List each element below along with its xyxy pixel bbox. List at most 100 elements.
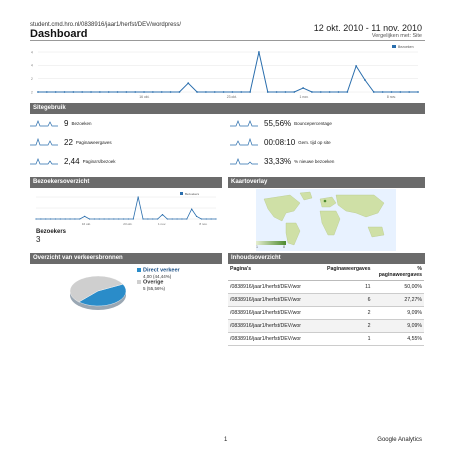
- cell-views: 2: [325, 319, 373, 333]
- series-point: [49, 218, 52, 220]
- main-legend-swatch: [392, 45, 396, 48]
- table-row: /0838916/jaar1/herfst/DEV/wor 2 9,09%: [228, 306, 424, 320]
- series-point: [399, 91, 402, 93]
- series-point: [160, 91, 163, 93]
- series-point: [311, 91, 313, 93]
- cell-page[interactable]: /0838916/jaar1/herfst/DEV/wor: [228, 293, 326, 307]
- metric-value: 9: [64, 118, 69, 128]
- sparkline-icon: [30, 137, 58, 146]
- series-point: [293, 91, 296, 93]
- page-number: 1: [224, 437, 228, 443]
- series-point: [337, 91, 340, 93]
- cell-page[interactable]: /0838916/jaar1/herfst/DEV/wor: [228, 306, 326, 320]
- sparkline-icon: [230, 158, 258, 165]
- metric-pageviews: 22 Paginaweergaves: [30, 135, 220, 149]
- cell-pct: 9,09%: [372, 319, 424, 333]
- series-point: [364, 79, 366, 81]
- site-url: student.cmd.hro.nl/0838916/jaar1/herfst/…: [30, 22, 182, 28]
- series-point: [35, 218, 37, 220]
- metric-value: 2,44: [64, 156, 80, 166]
- x-tick-label: 8 nov.: [199, 222, 207, 226]
- y-tick-label: 4: [31, 64, 33, 68]
- metric-label: Paginaweergaves: [75, 139, 112, 145]
- series-point: [178, 91, 181, 93]
- legend-name: Direct verkeer: [143, 267, 180, 274]
- series-point: [169, 91, 172, 93]
- cell-views: 11: [325, 280, 373, 294]
- cell-views: 6: [325, 293, 373, 307]
- series-point: [275, 91, 278, 93]
- series-point: [249, 91, 251, 93]
- legend-name: Overige: [143, 279, 164, 286]
- date-range: 12 okt. 2010 - 11 nov. 2010: [313, 23, 422, 33]
- metric-value: 55,56%: [264, 118, 292, 128]
- series-point: [157, 218, 159, 220]
- series-point: [143, 91, 145, 93]
- table-row: /0838916/jaar1/herfst/DEV/wor 2 9,09%: [228, 319, 424, 333]
- sparkline-icon: [30, 158, 58, 165]
- series-point: [74, 218, 76, 220]
- series-point: [346, 91, 349, 93]
- table-header-row: Pagina's Paginaweergaves % paginaweergav…: [228, 264, 424, 281]
- main-visits-chart: Bezoeken 4 4 2 2 16 okt. 23 okt. 1 nov. 8 nov.: [30, 42, 425, 102]
- footer-brand: Google Analytics: [377, 437, 422, 443]
- column-header-pct: % paginaweergaves: [372, 264, 424, 281]
- metric-bounce-rate: 55,56% Bouncepercentage: [230, 116, 425, 130]
- legend-detail: 5 (55,56%): [143, 285, 166, 291]
- series-point: [171, 218, 173, 220]
- series-point: [81, 91, 84, 93]
- y-tick-label: 4: [31, 50, 33, 54]
- visitors-total-label: Bezoekers: [36, 229, 67, 235]
- series-point: [69, 218, 71, 220]
- series-point: [90, 91, 92, 93]
- series-point: [72, 91, 75, 93]
- y-tick-label: 2: [31, 90, 33, 94]
- series-point: [64, 218, 66, 220]
- cell-pct: 50,00%: [372, 280, 424, 294]
- legend-detail: 4,00 (44,44%): [143, 273, 172, 279]
- series-point: [215, 218, 217, 220]
- table-row: /0838916/jaar1/herfst/DEV/wor 11 50,00%: [228, 280, 424, 294]
- series-point: [381, 91, 384, 93]
- series-point: [186, 218, 188, 220]
- series-line: [36, 196, 216, 220]
- map-overlay-header: Kaartoverlay: [228, 177, 425, 188]
- cell-page[interactable]: /0838916/jaar1/herfst/DEV/wor: [228, 319, 326, 333]
- column-header-pages: Pagina's: [228, 264, 326, 281]
- series-point: [113, 218, 115, 220]
- cell-page[interactable]: /0838916/jaar1/herfst/DEV/wor: [228, 332, 326, 346]
- metric-label: % nieuwe bezoeken: [294, 158, 335, 164]
- series-point: [284, 91, 287, 93]
- series-point: [142, 218, 144, 220]
- series-point: [231, 91, 234, 93]
- series-point: [205, 218, 207, 220]
- series-point: [151, 91, 154, 93]
- visitors-total-value: 3: [36, 235, 41, 244]
- visitors-chart: Bezoekers 16 okt. 23 okt. 1 nov. 8 nov.: [30, 189, 222, 229]
- map-scale-bar: [256, 241, 286, 245]
- series-point: [103, 218, 105, 220]
- sparkline-icon: [230, 137, 258, 146]
- page-title: Dashboard: [30, 28, 88, 40]
- series-point: [127, 218, 130, 220]
- metric-new-visits: 33,33% % nieuwe bezoeken: [230, 154, 425, 168]
- traffic-pie-chart: [60, 270, 136, 320]
- series-point: [88, 218, 91, 220]
- legend-swatch: [137, 268, 141, 272]
- series-point: [181, 218, 183, 220]
- series-point: [408, 91, 411, 93]
- visitors-legend-label: Bezoekers: [185, 192, 200, 196]
- series-point: [40, 218, 42, 220]
- traffic-sources-header: Overzicht van verkeersbronnen: [30, 253, 222, 264]
- series-point: [108, 218, 110, 220]
- series-point: [107, 91, 110, 93]
- series-point: [161, 214, 164, 216]
- table-row: /0838916/jaar1/herfst/DEV/wor 1 4,55%: [228, 332, 424, 346]
- cell-page[interactable]: /0838916/jaar1/herfst/DEV/wor: [228, 280, 326, 294]
- metric-label: Bezoeken: [71, 120, 92, 126]
- series-point: [84, 215, 86, 217]
- visitors-legend-swatch: [180, 192, 183, 195]
- traffic-legend: Direct verkeer 4,00 (44,44%) Overige 5 (…: [137, 268, 217, 291]
- map-scale-max: 8: [283, 245, 285, 249]
- series-point: [54, 91, 57, 93]
